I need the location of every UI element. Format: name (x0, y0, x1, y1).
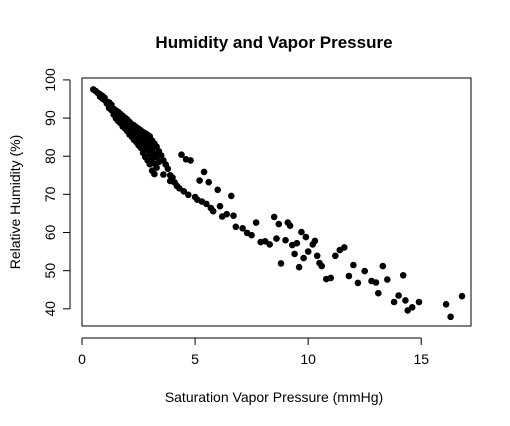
data-point (390, 298, 398, 306)
data-point (341, 244, 348, 251)
data-point (399, 272, 407, 279)
data-point (361, 267, 369, 275)
data-point (350, 261, 357, 269)
data-point (252, 219, 260, 226)
data-point (300, 254, 307, 262)
data-point (160, 171, 167, 178)
data-point (205, 178, 212, 186)
data-point (239, 225, 246, 232)
y-tick-label: 80 (42, 148, 58, 164)
data-point (372, 279, 380, 286)
data-point (151, 170, 158, 178)
data-point (304, 248, 312, 255)
data-point (302, 233, 310, 241)
y-axis-label: Relative Humidity (%) (7, 135, 23, 270)
data-point (228, 192, 235, 200)
data-point (384, 276, 391, 283)
data-point (447, 313, 454, 321)
data-point (395, 292, 402, 299)
data-point (291, 250, 298, 258)
x-tick-label: 0 (78, 351, 86, 367)
data-point (286, 222, 294, 229)
data-point (203, 200, 210, 208)
y-tick-label: 70 (42, 186, 58, 202)
data-points (90, 86, 466, 321)
data-point (178, 151, 185, 158)
data-point (180, 188, 188, 195)
data-point (248, 231, 255, 239)
data-point (332, 252, 339, 260)
data-point (298, 228, 305, 236)
data-point (187, 157, 194, 164)
data-point (408, 304, 416, 311)
data-point (216, 202, 224, 210)
chart-title: Humidity and Vapor Pressure (155, 33, 392, 52)
data-point (164, 165, 172, 173)
y-tick-label: 90 (42, 110, 58, 126)
x-tick-label: 5 (191, 351, 199, 367)
data-point (345, 272, 353, 280)
data-point (375, 289, 382, 297)
data-point (311, 237, 319, 245)
data-point (277, 260, 285, 267)
data-point (402, 297, 409, 304)
data-point (293, 239, 301, 247)
data-point (282, 236, 289, 244)
data-point (232, 223, 240, 231)
x-axis-label: Saturation Vapor Pressure (mmHg) (165, 389, 383, 405)
data-point (200, 168, 208, 176)
y-tick-label: 100 (42, 68, 58, 92)
x-tick-label: 15 (413, 351, 429, 367)
data-point (275, 220, 283, 228)
data-point (442, 301, 450, 308)
data-point (214, 186, 221, 194)
data-point (266, 241, 274, 248)
data-point (273, 235, 280, 242)
data-point (379, 262, 387, 270)
data-point (415, 298, 423, 306)
data-point (354, 279, 362, 287)
data-point (209, 207, 217, 215)
x-axis: 0 5 10 15 (78, 337, 429, 367)
data-point (270, 213, 278, 221)
x-tick-label: 10 (300, 351, 316, 367)
data-point (295, 263, 303, 271)
y-tick-label: 50 (42, 263, 58, 279)
plot-frame (81, 77, 472, 327)
data-point (185, 191, 192, 199)
data-point (223, 210, 230, 218)
data-point (196, 177, 203, 184)
data-point (327, 274, 335, 282)
data-point (458, 292, 466, 300)
data-point (313, 252, 321, 260)
data-point (153, 164, 160, 171)
y-tick-label: 60 (42, 225, 58, 241)
y-axis: 40 50 60 70 80 90 100 (42, 68, 71, 317)
data-point (318, 262, 326, 270)
y-tick-label: 40 (42, 301, 58, 317)
data-point (230, 212, 237, 219)
